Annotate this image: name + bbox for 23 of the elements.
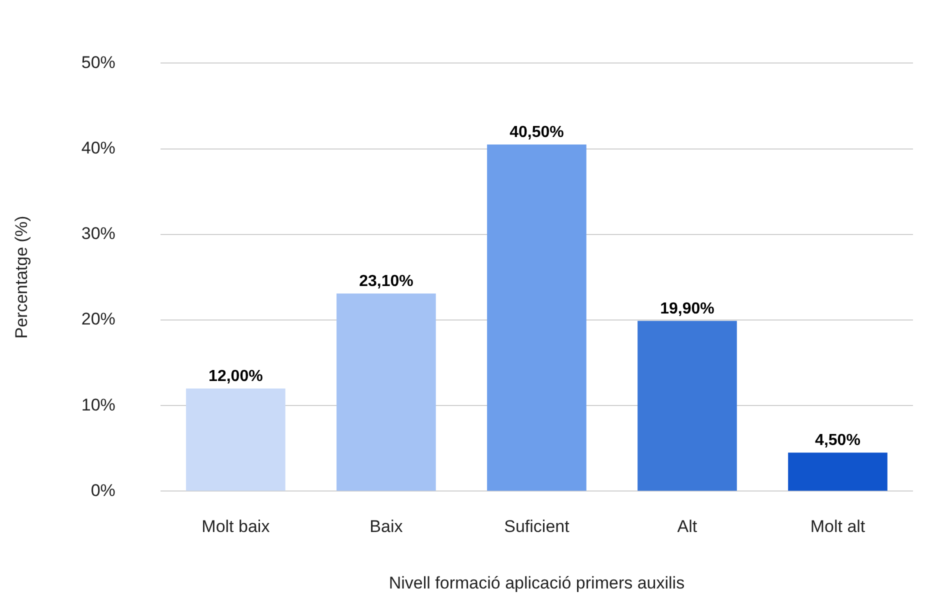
y-tick-label: 30% — [81, 224, 116, 244]
y-axis-title: Percentatge (%) — [12, 216, 31, 339]
y-tick-label: 50% — [81, 52, 116, 72]
bar — [487, 144, 586, 491]
y-tick-label: 20% — [81, 310, 116, 329]
x-tick-label: Molt baix — [202, 517, 270, 536]
y-tick-label: 40% — [81, 138, 116, 158]
bar — [186, 388, 286, 491]
x-tick-label: Baix — [370, 517, 404, 536]
y-tick-label: 0% — [90, 480, 116, 500]
x-axis-title: Nivell formació aplicació primers auxilis — [388, 573, 685, 592]
x-tick-label: Alt — [677, 517, 698, 536]
data-label: 12,00% — [208, 368, 263, 385]
bar — [638, 320, 737, 491]
data-label: 23,10% — [359, 272, 414, 290]
bar — [788, 452, 888, 491]
data-label: 40,50% — [510, 124, 564, 141]
x-tick-label: Suficient — [504, 517, 570, 536]
data-label: 4,50% — [815, 432, 860, 450]
data-label: 19,90% — [660, 300, 714, 318]
x-tick-label: Molt alt — [810, 517, 866, 536]
y-tick-label: 10% — [81, 395, 116, 414]
bar — [336, 293, 436, 491]
